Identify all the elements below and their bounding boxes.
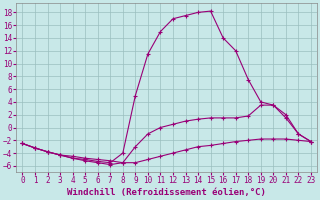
- X-axis label: Windchill (Refroidissement éolien,°C): Windchill (Refroidissement éolien,°C): [67, 188, 266, 197]
